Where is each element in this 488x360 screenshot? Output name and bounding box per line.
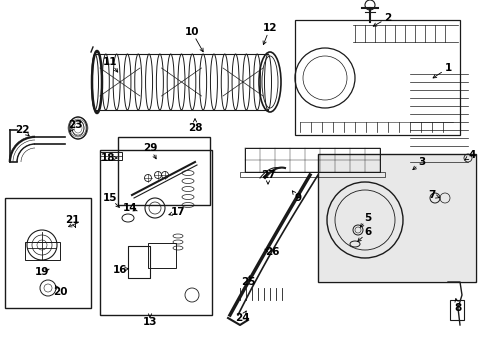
Bar <box>240 172 384 177</box>
Text: 11: 11 <box>102 57 117 67</box>
Text: 4: 4 <box>468 150 475 160</box>
Text: 6: 6 <box>364 227 371 237</box>
Text: 14: 14 <box>122 203 137 213</box>
Text: 8: 8 <box>453 303 461 313</box>
Text: 26: 26 <box>264 247 279 257</box>
Text: 22: 22 <box>15 125 29 135</box>
Text: 12: 12 <box>262 23 277 33</box>
Text: 24: 24 <box>234 313 249 323</box>
Text: 16: 16 <box>113 265 127 275</box>
Text: 9: 9 <box>294 193 301 203</box>
Bar <box>100 150 212 315</box>
Bar <box>25 242 60 260</box>
Text: 3: 3 <box>418 157 425 167</box>
Bar <box>148 243 176 268</box>
Text: 20: 20 <box>53 287 67 297</box>
Bar <box>294 20 459 135</box>
Text: 23: 23 <box>68 120 82 130</box>
Text: 1: 1 <box>444 63 451 73</box>
Bar <box>449 300 463 320</box>
Text: 28: 28 <box>187 123 202 133</box>
Text: 27: 27 <box>260 170 275 180</box>
Text: 29: 29 <box>142 143 157 153</box>
Text: 18: 18 <box>101 153 115 163</box>
Bar <box>118 137 209 205</box>
Bar <box>244 148 379 172</box>
Bar <box>100 152 122 160</box>
Text: 5: 5 <box>364 213 371 223</box>
Text: 13: 13 <box>142 317 157 327</box>
Text: 2: 2 <box>384 13 391 23</box>
Bar <box>128 246 150 278</box>
Text: 21: 21 <box>64 215 79 225</box>
Text: 7: 7 <box>427 190 435 200</box>
Text: 10: 10 <box>184 27 199 37</box>
Text: 15: 15 <box>102 193 117 203</box>
Bar <box>128 246 150 278</box>
Text: 25: 25 <box>240 277 255 287</box>
Text: 17: 17 <box>170 207 185 217</box>
Bar <box>317 154 475 282</box>
Bar <box>5 198 91 308</box>
Text: 19: 19 <box>35 267 49 277</box>
Bar <box>318 155 474 281</box>
